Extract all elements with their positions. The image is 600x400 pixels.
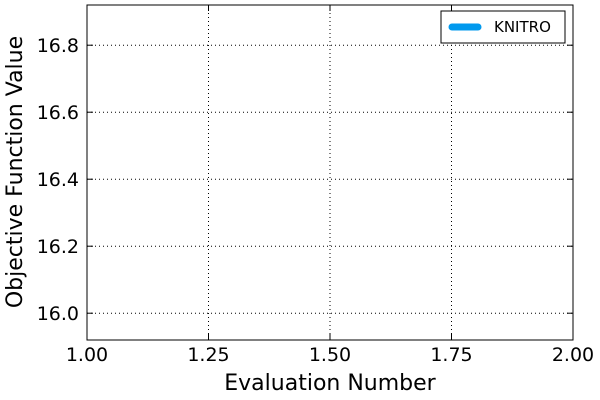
y-tick-label: 16.4: [37, 169, 79, 191]
x-tick-label: 1.50: [309, 344, 351, 366]
x-tick-label: 2.00: [552, 344, 594, 366]
y-axis-title: Objective Function Value: [3, 36, 28, 308]
y-tick-label: 16.8: [37, 35, 79, 57]
y-tick-label: 16.0: [37, 303, 79, 325]
x-tick-label: 1.75: [430, 344, 472, 366]
y-axis-ticks: 16.0 16.2 16.4 16.6 16.8: [37, 35, 573, 325]
plot-area-frame: [86, 4, 574, 341]
y-tick-label: 16.6: [37, 102, 79, 124]
y-tick-label: 16.2: [37, 236, 79, 258]
legend-label-knitro: KNITRO: [494, 18, 551, 36]
grid-lines: [86, 5, 574, 340]
legend: KNITRO: [440, 10, 566, 44]
x-axis-ticks: 1.00 1.25 1.50 1.75 2.00: [66, 5, 594, 366]
x-tick-label: 1.25: [187, 344, 229, 366]
x-axis-title: Evaluation Number: [224, 371, 436, 396]
x-tick-label: 1.00: [66, 344, 108, 366]
